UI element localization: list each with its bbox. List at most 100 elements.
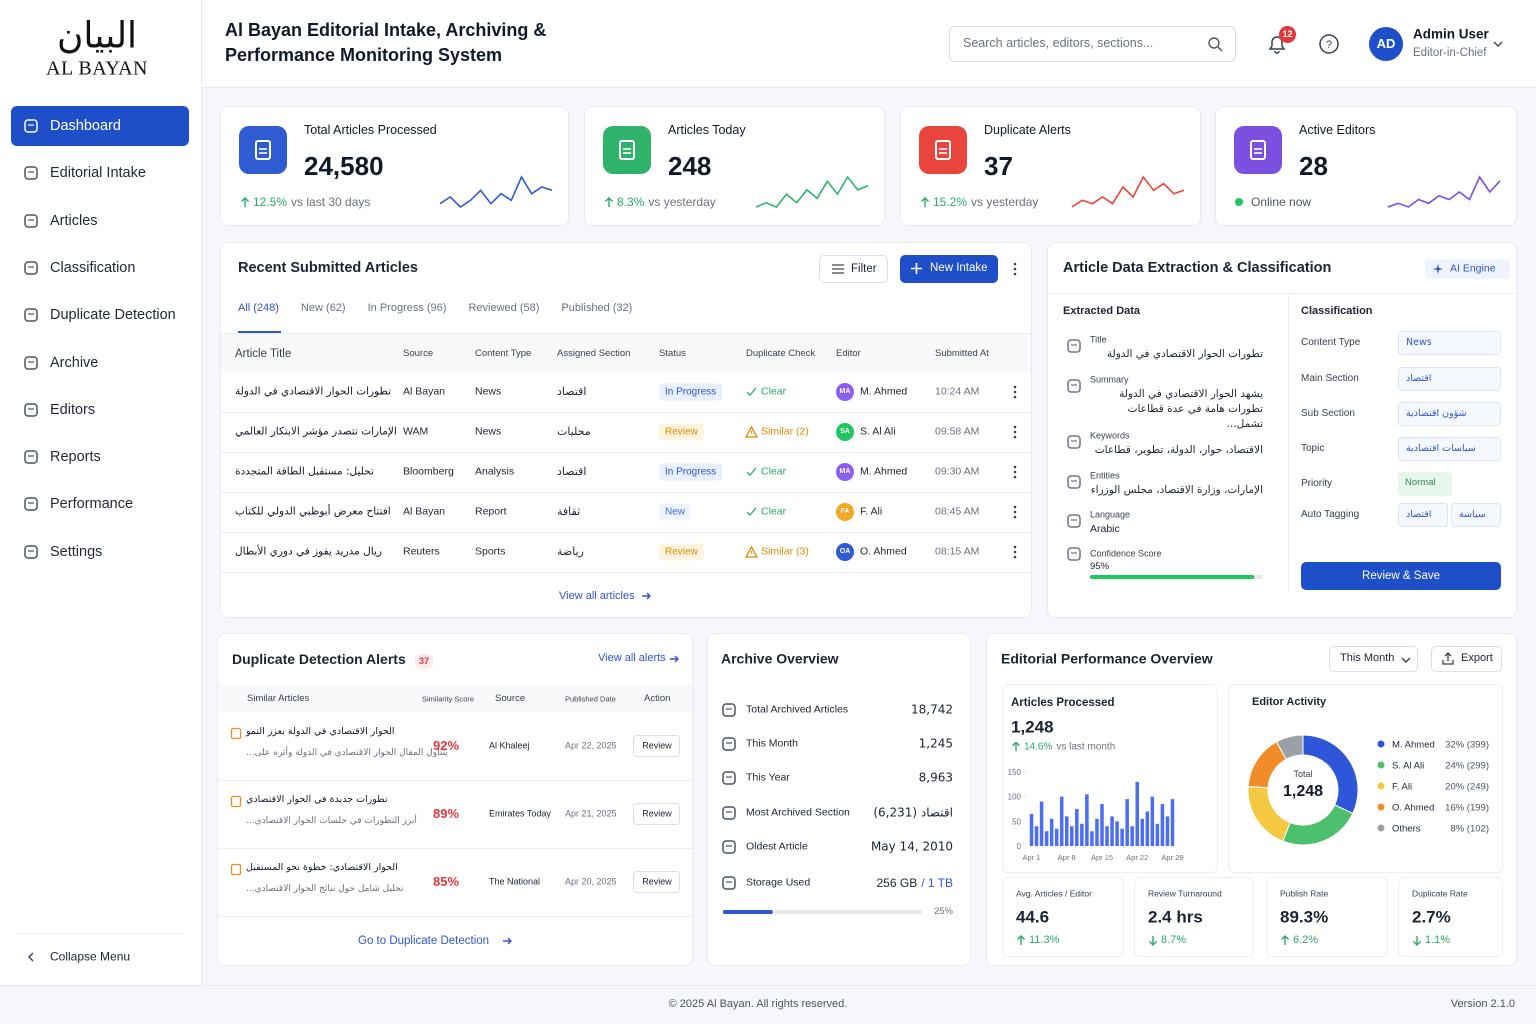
chevron <box>1401 657 1411 663</box>
text-row: 15.2% vs yesterday <box>920 195 1038 209</box>
kpi-status: Online now <box>1251 195 1312 209</box>
kpi-note: vs yesterday <box>648 195 716 209</box>
column-header: Status <box>659 348 686 360</box>
nav-item[interactable]: Articles <box>50 212 98 229</box>
review-button[interactable]: Review <box>633 803 680 825</box>
icon <box>24 261 38 275</box>
duplicate-footer-link[interactable]: Go to Duplicate Detection <box>358 934 490 947</box>
archive-panel: Archive Overview Total Archived Articles 1… <box>707 633 971 966</box>
tab[interactable]: New (62) <box>300 302 346 315</box>
dot <box>1013 425 1017 429</box>
table-header <box>221 334 1031 373</box>
panel-title: Editorial Performance Overview <box>1001 650 1213 667</box>
icon <box>722 771 736 785</box>
class-value-text: سياسة <box>1459 509 1486 521</box>
view-all-link[interactable]: View all articles <box>559 590 635 602</box>
recent-articles-panel: Recent Submitted Articles Filter New Intak… <box>220 242 1033 618</box>
divider <box>1048 293 1518 294</box>
duplicate-icon <box>746 507 757 516</box>
column-header: Content Type <box>475 348 532 360</box>
icon-shape <box>722 840 736 854</box>
kpi-card: Articles Today 248 8.3% vs yesterday <box>584 106 885 226</box>
class-label: Content Type <box>1301 336 1361 348</box>
review-button[interactable]: Review <box>633 871 680 893</box>
icon-shape <box>1067 514 1081 528</box>
metric-change: 1.1% <box>1425 934 1451 946</box>
kpi-label: Active Editors <box>1299 123 1376 138</box>
source: Al Bayan <box>403 385 446 398</box>
avatar[interactable]: AD <box>1369 27 1403 61</box>
icon <box>911 263 922 274</box>
metric-label: Review Turnaround <box>1148 888 1222 899</box>
similarity-score: 85% <box>433 873 460 889</box>
tab-underline <box>238 331 281 333</box>
nav-item[interactable]: Reports <box>50 449 101 466</box>
status-dot <box>1235 198 1243 206</box>
similar-title: الحوار الاقتصادي في الدولة يعزز النمو <box>246 726 395 737</box>
nav-item[interactable]: Performance <box>50 496 134 513</box>
icon-shape <box>230 795 242 808</box>
tab[interactable]: Reviewed (58) <box>468 302 540 315</box>
menu-icon <box>1013 385 1017 399</box>
icon-shape <box>1067 339 1081 353</box>
icon-shape <box>24 450 38 464</box>
table-header <box>218 684 692 712</box>
icon-shape <box>1433 264 1443 274</box>
content-type: News <box>475 425 502 438</box>
divider <box>221 333 1033 334</box>
icon <box>1067 547 1081 561</box>
icon <box>24 497 38 512</box>
dot <box>1013 505 1017 509</box>
icon-shape <box>24 355 38 370</box>
tab[interactable]: Published (32) <box>561 302 633 315</box>
review-save-button[interactable]: Review & Save <box>1301 562 1501 590</box>
icon <box>1067 379 1081 393</box>
filter-label: Filter <box>851 262 877 275</box>
status-badge: In Progress <box>659 463 723 481</box>
icon-shape <box>1319 34 1339 54</box>
field-label: Title <box>1090 334 1107 345</box>
export-button[interactable]: Export <box>1431 646 1502 672</box>
kpi-value: 28 <box>1299 150 1328 181</box>
tab[interactable]: In Progress (96) <box>367 302 447 315</box>
panel-title: Archive Overview <box>721 650 839 667</box>
review-button[interactable]: Review <box>633 735 680 757</box>
field-label: Summary <box>1090 374 1129 385</box>
nav-item[interactable]: Archive <box>50 354 99 371</box>
filter-button[interactable]: Filter <box>819 255 888 283</box>
chevron <box>1493 41 1503 47</box>
icon-shape <box>24 308 38 322</box>
icon-shape <box>619 140 635 160</box>
chevron <box>28 952 34 962</box>
editor: S. Al Ali <box>860 425 896 438</box>
icon-shape <box>1208 37 1220 49</box>
tab[interactable]: All (248) <box>238 302 279 315</box>
storage-label: Storage Used <box>746 876 811 889</box>
menu-icon <box>1013 425 1017 439</box>
collapse-menu[interactable]: Collapse Menu <box>50 949 131 964</box>
icon <box>722 806 736 820</box>
nav-item[interactable]: Settings <box>50 543 103 560</box>
nav-item[interactable]: Dashboard <box>50 117 121 134</box>
icon <box>722 703 736 717</box>
nav-item[interactable]: Editors <box>50 401 96 418</box>
view-alerts-link[interactable]: View all alerts <box>598 652 666 665</box>
metric-value: 89.3% <box>1280 907 1329 927</box>
nav-item[interactable]: Editorial Intake <box>50 165 146 182</box>
icon-shape <box>1067 379 1081 393</box>
chevron-shape <box>28 952 34 962</box>
sidebar: البيان AL BAYAN Dashboard Editorial Intake A… <box>0 0 202 985</box>
kpi-change: 15.2% <box>933 195 968 209</box>
nav-item[interactable]: Duplicate Detection <box>50 307 176 324</box>
new-intake-button[interactable]: New Intake <box>900 255 998 283</box>
content-type: Analysis <box>475 465 515 478</box>
storage-total: / 1 TB <box>921 876 953 890</box>
trend-arrow <box>241 197 249 208</box>
search-box[interactable]: Search articles, editors, sections... <box>949 26 1236 62</box>
icon <box>722 876 736 890</box>
submitted-at: 09:58 AM <box>935 425 980 438</box>
nav-item[interactable]: Classification <box>50 259 136 276</box>
article-title: تطورات الحوار الاقتصادي في الدولة <box>235 385 392 398</box>
period-select[interactable]: This Month <box>1329 646 1418 672</box>
field-label: Language <box>1090 509 1131 520</box>
